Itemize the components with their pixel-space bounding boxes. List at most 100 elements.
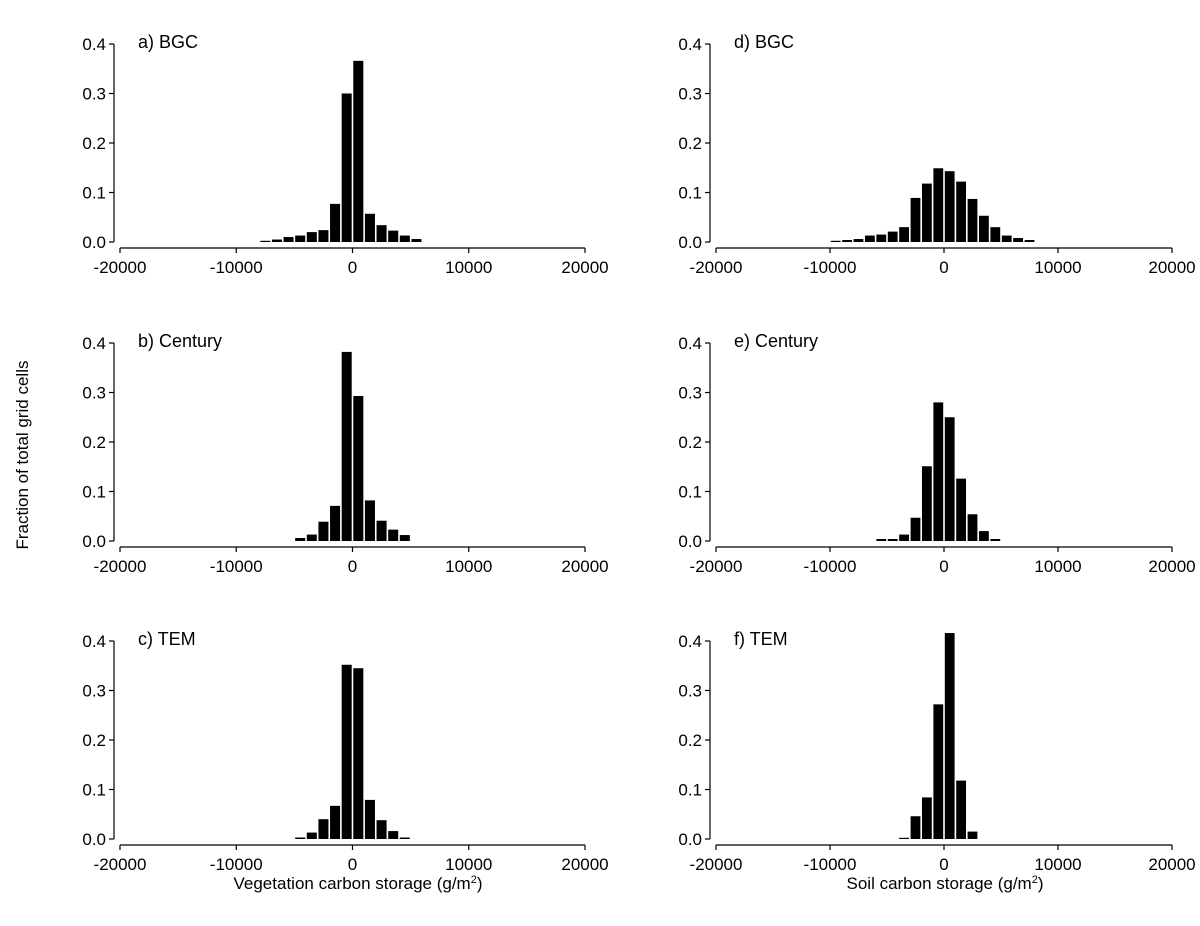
bar-a-1 — [271, 239, 282, 242]
bar-e-10 — [990, 539, 1001, 541]
y-tick-label-d-1: 0.1 — [678, 184, 702, 203]
bar-d-3 — [865, 235, 875, 242]
y-tick-label-e-3: 0.3 — [678, 384, 702, 403]
bar-c-2 — [318, 819, 329, 839]
x-tick-label-c-3: 10000 — [445, 855, 492, 874]
panel-title-f: f) TEM — [734, 629, 788, 649]
bar-e-9 — [979, 531, 989, 541]
y-tick-label-f-4: 0.4 — [678, 632, 702, 651]
bar-b-0 — [295, 538, 306, 541]
panels: 0.0 0.1 0.2 0.3 0.4 -20000 -10000 0 10000 20000 a)… — [82, 32, 1195, 874]
y-tick-label-e-4: 0.4 — [678, 334, 702, 353]
bar-c-1 — [306, 832, 317, 839]
bar-a-6 — [330, 203, 341, 242]
bar-d-4 — [876, 234, 887, 242]
y-tick-label-e-2: 0.2 — [678, 433, 702, 452]
bar-c-0 — [295, 837, 306, 839]
bar-d-17 — [1024, 240, 1035, 242]
x-axis-title-vegetation-close: ) — [477, 874, 483, 893]
bar-a-9 — [364, 213, 375, 242]
y-tick-label-c-2: 0.2 — [82, 731, 106, 750]
x-axis-title-vegetation-sup: 2 — [471, 874, 477, 886]
bar-f-2 — [922, 797, 932, 839]
bar-e-3 — [910, 517, 921, 541]
y-tick-label-f-3: 0.3 — [678, 682, 702, 701]
y-axis-title: Fraction of total grid cells — [13, 361, 32, 550]
y-tick-label-e-0: 0.0 — [678, 532, 702, 551]
y-tick-label-d-3: 0.3 — [678, 85, 702, 104]
bar-c-6 — [364, 799, 375, 839]
x-tick-label-f-2: 0 — [939, 855, 948, 874]
bar-b-6 — [364, 500, 375, 541]
x-axis-title-soil-sup: 2 — [1032, 874, 1038, 886]
bar-c-5 — [353, 668, 364, 839]
y-tick-label-a-4: 0.4 — [82, 35, 106, 54]
x-tick-label-e-4: 20000 — [1148, 557, 1195, 576]
bar-b-9 — [399, 535, 410, 541]
x-tick-label-b-4: 20000 — [561, 557, 608, 576]
x-tick-label-b-3: 10000 — [445, 557, 492, 576]
x-tick-label-a-3: 10000 — [445, 258, 492, 277]
bar-f-5 — [956, 780, 966, 839]
bar-f-3 — [933, 704, 944, 839]
panel-title-a: a) BGC — [138, 32, 198, 52]
y-tick-label-c-1: 0.1 — [82, 781, 106, 800]
bar-e-5 — [933, 402, 944, 541]
x-tick-label-a-1: -10000 — [210, 258, 263, 277]
bar-c-4 — [341, 664, 352, 839]
bar-d-9 — [933, 168, 944, 242]
x-tick-label-e-3: 10000 — [1034, 557, 1081, 576]
y-tick-label-d-4: 0.4 — [678, 35, 702, 54]
x-tick-label-f-4: 20000 — [1148, 855, 1195, 874]
x-tick-label-e-2: 0 — [939, 557, 948, 576]
x-tick-label-c-4: 20000 — [561, 855, 608, 874]
x-tick-label-e-1: -10000 — [804, 557, 857, 576]
bar-b-4 — [341, 351, 352, 541]
x-axis-title-soil-main: Soil carbon storage (g/m — [847, 874, 1032, 893]
y-tick-label-c-3: 0.3 — [82, 682, 106, 701]
bar-d-10 — [944, 171, 955, 242]
x-axis-title-soil-close: ) — [1038, 874, 1044, 893]
x-tick-label-b-0: -20000 — [94, 557, 147, 576]
x-tick-label-d-1: -10000 — [804, 258, 857, 277]
panel-title-e: e) Century — [734, 331, 818, 351]
x-tick-label-d-2: 0 — [939, 258, 948, 277]
y-tick-label-a-1: 0.1 — [82, 184, 106, 203]
bar-d-13 — [979, 215, 989, 242]
bar-c-7 — [376, 820, 387, 839]
bar-b-2 — [318, 521, 329, 541]
y-tick-label-a-3: 0.3 — [82, 85, 106, 104]
y-tick-label-d-2: 0.2 — [678, 134, 702, 153]
bar-d-6 — [899, 227, 909, 242]
bar-b-7 — [376, 520, 387, 541]
panel-c: 0.0 0.1 0.2 0.3 0.4 -20000 -10000 0 10000 20000 c)… — [82, 629, 608, 874]
bar-d-16 — [1013, 238, 1023, 242]
bar-a-0 — [260, 240, 271, 242]
bar-b-3 — [330, 505, 341, 541]
panel-title-b: b) Century — [138, 331, 222, 351]
x-axis-title-soil: Soil carbon storage (g/m2) — [847, 874, 1044, 893]
y-tick-label-b-3: 0.3 — [82, 384, 106, 403]
y-tick-label-d-0: 0.0 — [678, 233, 702, 252]
x-tick-label-c-1: -10000 — [210, 855, 263, 874]
x-tick-label-b-2: 0 — [348, 557, 357, 576]
panel-b: 0.0 0.1 0.2 0.3 0.4 -20000 -10000 0 10000 20000 b)… — [82, 331, 608, 576]
bar-a-4 — [306, 232, 317, 242]
bar-c-8 — [388, 831, 399, 839]
x-tick-label-f-0: -20000 — [690, 855, 743, 874]
panel-f: 0.0 0.1 0.2 0.3 0.4 -20000 -10000 0 10000 20000 f)… — [678, 629, 1195, 874]
bar-d-1 — [842, 240, 852, 242]
y-tick-label-e-1: 0.1 — [678, 483, 702, 502]
bar-d-15 — [1001, 235, 1012, 242]
bar-a-3 — [295, 235, 306, 242]
bar-e-6 — [944, 417, 955, 541]
bar-d-14 — [990, 227, 1001, 242]
y-tick-label-b-1: 0.1 — [82, 483, 106, 502]
panel-d: 0.0 0.1 0.2 0.3 0.4 -20000 -10000 0 10000 20000 d)… — [678, 32, 1195, 277]
bar-a-13 — [411, 239, 422, 242]
y-tick-label-c-4: 0.4 — [82, 632, 106, 651]
bar-b-1 — [306, 534, 317, 541]
x-tick-label-d-3: 10000 — [1034, 258, 1081, 277]
y-tick-label-a-2: 0.2 — [82, 134, 106, 153]
bar-d-12 — [967, 198, 978, 242]
